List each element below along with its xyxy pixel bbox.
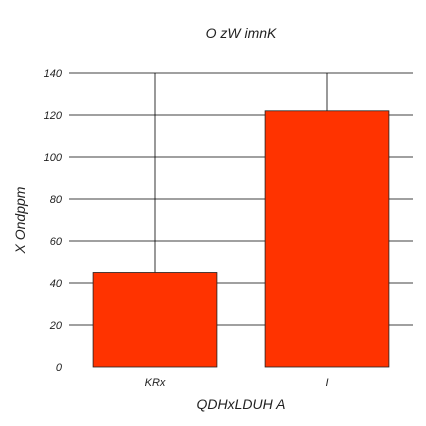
bar-layer: [92, 110, 390, 368]
y-tick-label: 80: [50, 194, 63, 206]
chart-title: O zW imnK: [206, 25, 277, 41]
y-tick-label: 120: [44, 110, 63, 122]
x-tick-label: KRx: [145, 377, 166, 389]
y-tick-label: 60: [50, 236, 63, 248]
y-axis-label: X Ondppm: [12, 186, 28, 254]
x-tick-label: I: [325, 377, 328, 389]
y-tick-label: 0: [56, 362, 63, 374]
y-tick-label: 140: [44, 68, 63, 80]
x-tick-labels: KRx I: [145, 377, 329, 389]
y-tick-label: 40: [50, 278, 63, 290]
y-tick-labels: 0 20 40 60 80 100 120 140: [44, 68, 63, 374]
y-tick-label: 20: [49, 320, 63, 332]
bar-i: [264, 110, 390, 368]
x-axis-label: QDHxLDUH A: [197, 396, 286, 412]
y-tick-label: 100: [44, 152, 63, 164]
bar-krx: [92, 272, 218, 368]
